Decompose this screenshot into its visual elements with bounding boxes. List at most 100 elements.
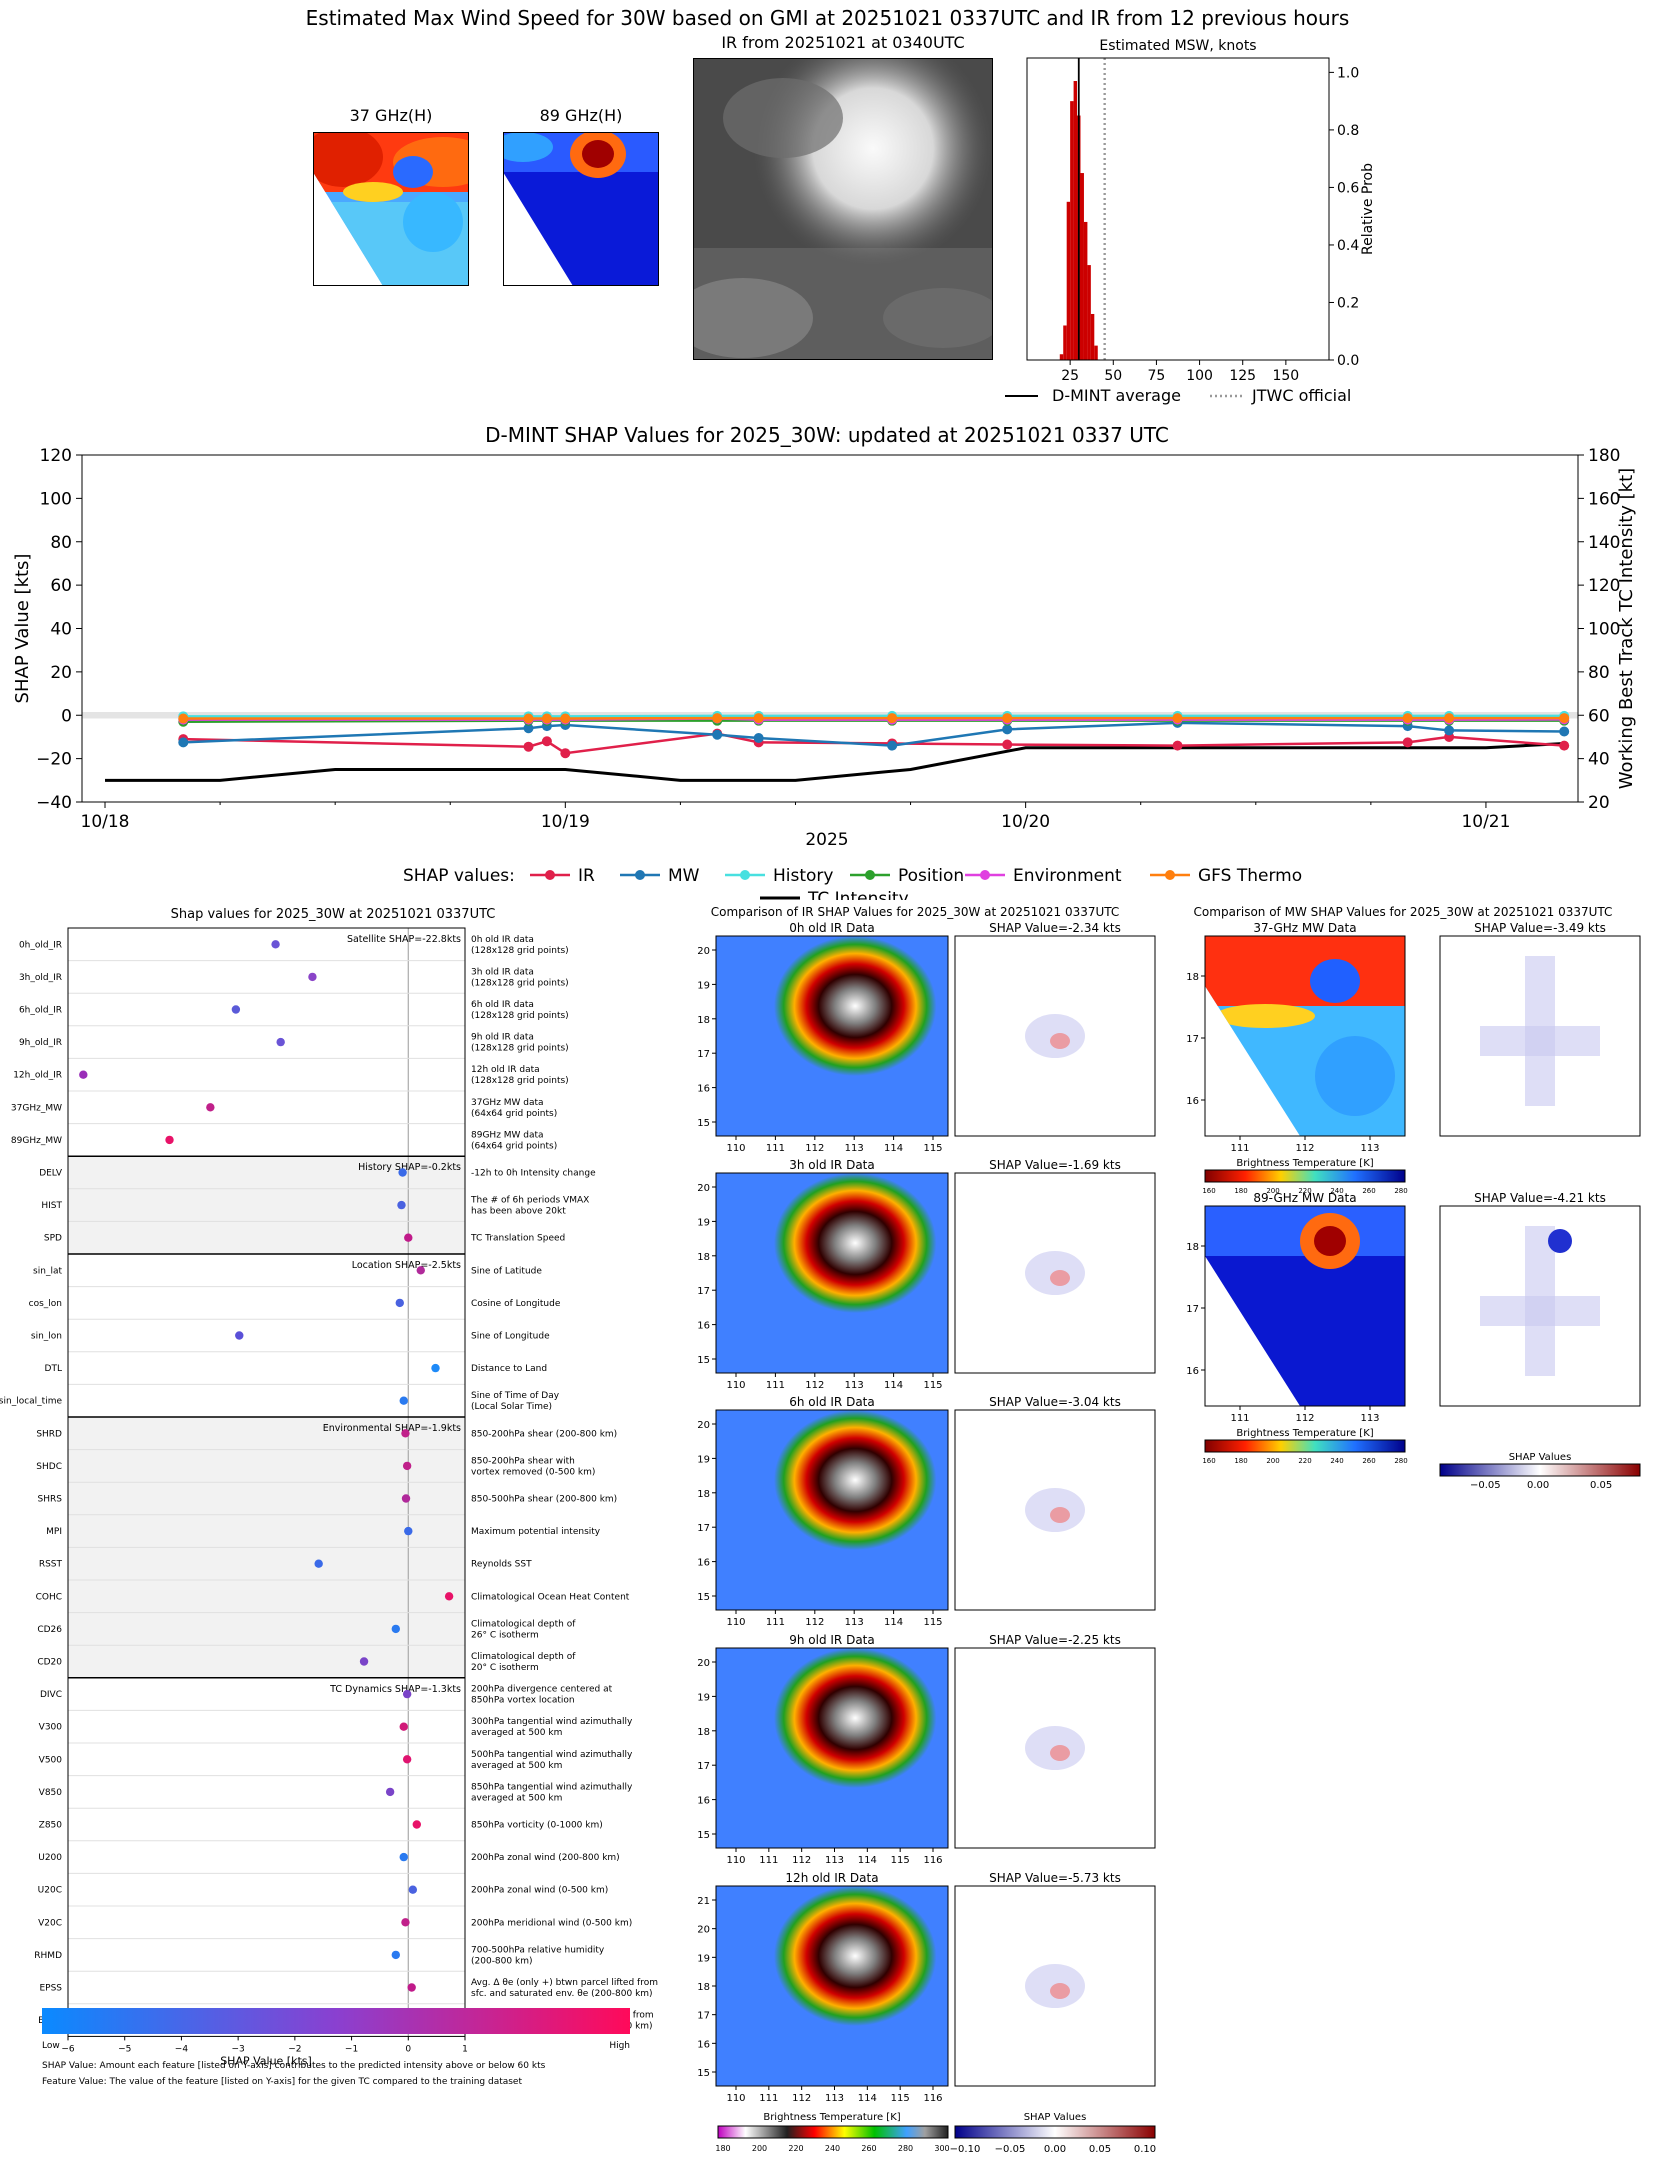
x-tick-label: 125 [1229, 368, 1256, 384]
legend-swatch-marker [740, 870, 750, 880]
mw89-thumb-title: 89 GHz(H) [539, 106, 623, 125]
mw-fill [1310, 959, 1360, 1003]
feature-name: sin_local_time [0, 1397, 62, 1407]
feature-name: CD20 [37, 1658, 62, 1668]
y-tick-label-left: −20 [36, 750, 72, 770]
y-tick-label-left: 20 [50, 663, 72, 683]
y-tick-label: 17 [697, 1286, 710, 1297]
feature-description: Maximum potential intensity [471, 1527, 601, 1537]
feature-description: averaged at 500 km [471, 1728, 562, 1738]
x-tick-label: 114 [884, 1617, 903, 1628]
x-tick-label: −2 [288, 2044, 301, 2054]
feature-shap-point [404, 1526, 413, 1536]
feature-shap-point [408, 1885, 418, 1894]
feature-shap-point [391, 1950, 401, 1960]
x-tick-label: 10/21 [1461, 812, 1510, 832]
feature-shap-point [401, 1494, 411, 1503]
histogram-bar [1059, 354, 1064, 360]
cbar-tick-label: 0.00 [1044, 2144, 1066, 2155]
ir-panel-title: 9h old IR Data [789, 1633, 875, 1647]
feature-description: (128x128 grid points) [471, 978, 569, 988]
mw-fill [1205, 936, 1405, 1006]
timeseries-title: D-MINT SHAP Values for 2025_30W: updated… [485, 423, 1169, 447]
y-tick-label: 16 [697, 2039, 710, 2050]
y-tick-label: 18 [697, 1489, 710, 1500]
x-tick-label: 114 [858, 2093, 877, 2104]
mw-colorbar [1204, 1169, 1406, 1183]
x-tick-label: 111 [766, 1617, 785, 1628]
feature-description: 300hPa tangential wind azimuthally [471, 1717, 633, 1727]
cbar-tick-label: 260 [1362, 1187, 1375, 1195]
feature-description: 20° C isotherm [471, 1663, 539, 1673]
feature-description: averaged at 500 km [471, 1793, 562, 1803]
ir-panel-storm [716, 1410, 948, 1610]
feature-shap-point [402, 1461, 412, 1471]
mw-colorbar [1204, 1439, 1406, 1453]
y-tick-label: 18 [1186, 1242, 1199, 1253]
legend-swatch-marker [635, 870, 645, 880]
x-tick-label: 150 [1272, 368, 1299, 384]
msw-histogram: Estimated MSW, knots 25 50 75 100 125 150 0.0 0.… [1005, 38, 1376, 405]
legend-dmint-label: D-MINT average [1052, 386, 1181, 405]
feature-description: 0h old IR data [471, 935, 534, 945]
y-tick-label: 17 [697, 2011, 710, 2022]
x-tick-label: −4 [175, 2044, 189, 2054]
feature-description: 3h old IR data [471, 967, 534, 977]
series-point-1 [712, 729, 723, 740]
y-tick-label: 20 [697, 1925, 710, 1936]
x-tick-label: 115 [891, 2093, 910, 2104]
feature-shap-point [165, 1135, 174, 1145]
mw-shap-cbar-tick-3: 0.05 [1590, 1480, 1613, 1491]
feature-shap-point [395, 1298, 404, 1308]
feature-name: DTL [45, 1364, 62, 1374]
x-tick-label: 111 [766, 1380, 785, 1391]
ir-panel-storm [716, 1173, 948, 1373]
y-tick-label: 16 [697, 1084, 710, 1095]
series-point-5 [523, 713, 534, 724]
x-tick-label: −5 [118, 2044, 131, 2054]
legend-series-label: MW [668, 866, 700, 886]
cbar-tick-label: 260 [1362, 1457, 1375, 1465]
y-tick-label-left: 120 [40, 446, 72, 466]
mw-comparison-panel: Comparison of MW SHAP Values for 2025_30… [1186, 905, 1641, 1477]
feature-shap-point [276, 1037, 285, 1047]
mw-shap-colorbar [1439, 1463, 1641, 1477]
feature-description: 850hPa tangential wind azimuthally [471, 1782, 633, 1792]
x-tick-label: 113 [1360, 1143, 1379, 1154]
ir-panel-frame [715, 935, 949, 1137]
feature-description: (Local Solar Time) [471, 1402, 552, 1412]
ir-comparison-title: Comparison of IR SHAP Values for 2025_30… [711, 905, 1120, 919]
feature-chart-title: Shap values for 2025_30W at 20251021 033… [171, 907, 496, 922]
x-tick-label: 111 [1230, 1143, 1249, 1154]
y-tick-label: 17 [697, 1523, 710, 1534]
histogram-frame [1026, 57, 1330, 361]
series-point-0 [1402, 737, 1413, 748]
series-point-1 [887, 740, 898, 751]
xlabel: 2025 [805, 830, 848, 850]
y-tick-label: 15 [697, 2068, 710, 2079]
cbar-tick-label: 240 [1330, 1457, 1343, 1465]
feature-name: Z850 [39, 1821, 63, 1831]
shap-panel-title: SHAP Value=-3.49 kts [1474, 921, 1606, 935]
group-label: History SHAP=-0.2kts [358, 1162, 461, 1173]
feature-shap-point [271, 940, 280, 949]
feature-name: COHC [36, 1592, 62, 1602]
x-tick-label: 50 [1104, 368, 1122, 384]
ir-panel-title: 12h old IR Data [785, 1871, 878, 1885]
series-point-1 [1002, 724, 1013, 735]
histogram-title: Estimated MSW, knots [1099, 38, 1256, 54]
legend-intensity-label: TC Intensity [807, 889, 909, 900]
cbar-tick-label: 220 [1298, 1187, 1311, 1195]
feature-shap-point [398, 1168, 407, 1177]
feature-description: Sine of Time of Day [471, 1391, 560, 1401]
mw-fill [1314, 1226, 1346, 1256]
ir-panel-title: 6h old IR Data [789, 1395, 875, 1409]
cbar-tick-label: 0.10 [1134, 2144, 1156, 2155]
x-tick-label: 112 [792, 1855, 811, 1866]
x-tick-label: 115 [923, 1617, 942, 1628]
group-label: Satellite SHAP=-22.8kts [347, 934, 461, 945]
feature-shap-point [359, 1657, 369, 1666]
x-tick-label: −1 [345, 2044, 358, 2054]
x-tick-label: 113 [825, 1855, 844, 1866]
series-point-5 [712, 713, 723, 724]
